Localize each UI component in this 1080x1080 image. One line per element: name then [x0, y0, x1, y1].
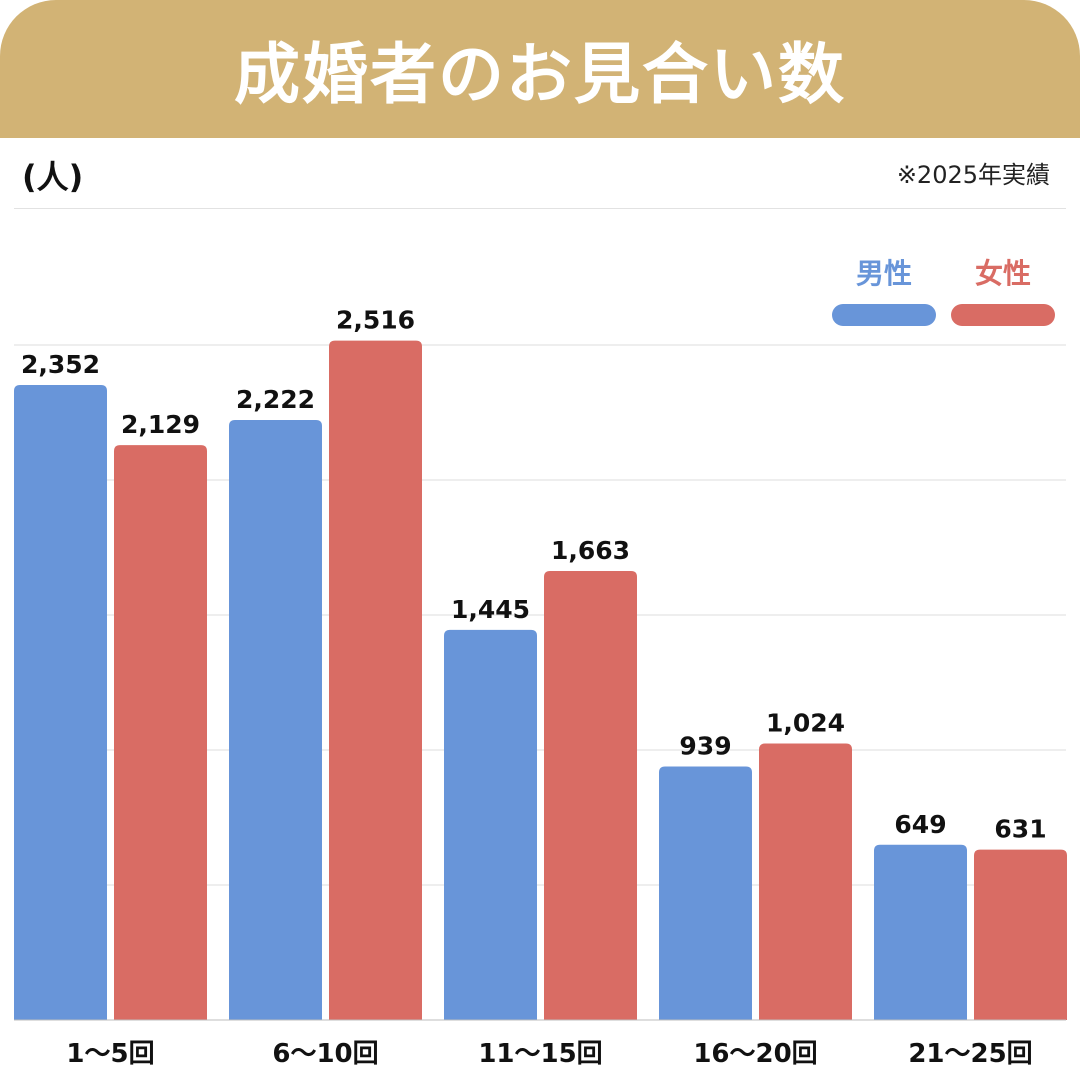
legend-male: 男性 — [832, 252, 936, 326]
legend-male-label: 男性 — [855, 257, 912, 290]
x-tick-label: 6〜10回 — [272, 1039, 378, 1069]
bar-male — [659, 766, 752, 1020]
bar-female — [329, 340, 422, 1020]
bar-female — [114, 445, 207, 1020]
bar-female — [974, 849, 1067, 1020]
data-label: 939 — [679, 731, 731, 760]
data-label: 1,024 — [766, 709, 845, 738]
data-label: 2,129 — [121, 410, 200, 439]
y-unit-label: (人) — [22, 158, 84, 196]
data-label: 2,352 — [21, 350, 100, 379]
x-tick-label: 16〜20回 — [693, 1039, 817, 1069]
x-tick-label: 11〜15回 — [478, 1039, 602, 1069]
legend-female: 女性 — [951, 252, 1055, 326]
data-label: 631 — [994, 815, 1046, 844]
bar-male — [874, 844, 967, 1020]
legend-female-label: 女性 — [974, 257, 1031, 290]
bar-male — [444, 629, 537, 1020]
bar-male — [229, 420, 322, 1020]
legend-male-swatch — [832, 304, 936, 326]
header-divider — [14, 208, 1066, 209]
data-note: ※2025年実績 — [896, 161, 1050, 189]
data-label: 1,445 — [451, 595, 530, 624]
legend-female-swatch — [951, 304, 1055, 326]
chart-title: 成婚者のお見合い数 — [234, 36, 846, 113]
data-label: 2,222 — [236, 385, 315, 414]
bar-female — [544, 570, 637, 1020]
data-label: 1,663 — [551, 536, 630, 565]
x-tick-label: 1〜5回 — [66, 1039, 154, 1069]
title-banner: 成婚者のお見合い数 — [0, 0, 1080, 138]
data-label: 2,516 — [336, 306, 415, 335]
x-tick-label: 21〜25回 — [908, 1039, 1032, 1069]
bar-male — [14, 384, 107, 1021]
bar-female — [759, 743, 852, 1020]
data-label: 649 — [894, 810, 946, 839]
